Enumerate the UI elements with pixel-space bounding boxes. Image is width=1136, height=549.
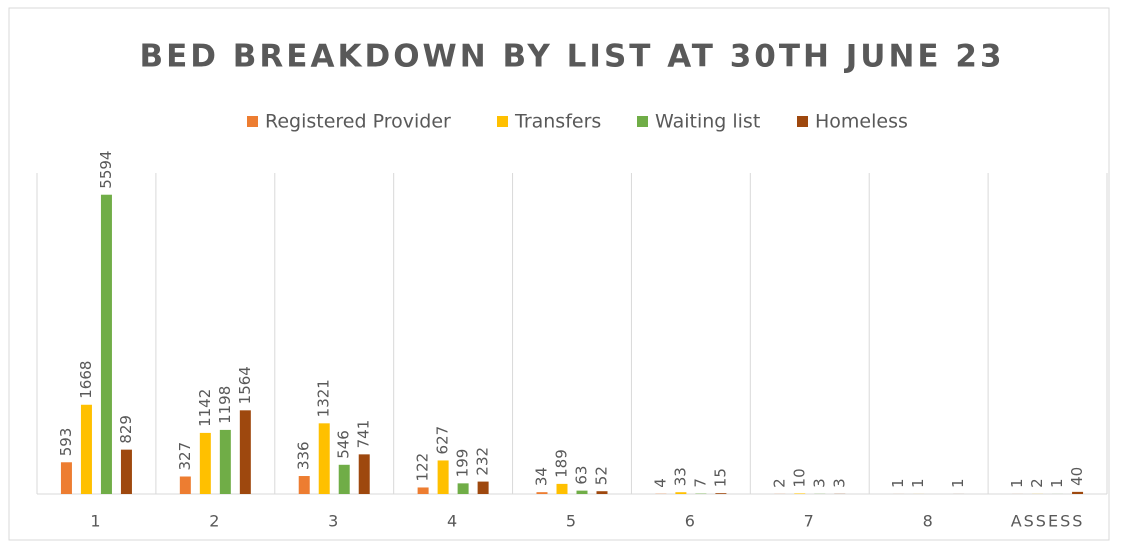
data-label: 593 (57, 428, 75, 457)
data-label: 1 (949, 478, 967, 488)
legend-swatch (497, 116, 508, 127)
data-label: 63 (573, 466, 591, 485)
legend-label: Transfers (514, 111, 601, 133)
data-label: 7 (691, 478, 709, 488)
bar (199, 432, 211, 494)
data-label: 1 (1048, 478, 1066, 488)
chart-title: BED BREAKDOWN BY LIST AT 30TH JUNE 23 (139, 39, 1004, 75)
legend-swatch (637, 116, 648, 127)
bar (437, 460, 449, 494)
data-label: 3 (830, 478, 848, 488)
bar (417, 487, 429, 494)
data-label: 189 (553, 449, 571, 478)
bar (556, 483, 568, 494)
bar (239, 410, 251, 494)
legend-swatch (247, 116, 258, 127)
data-label: 34 (533, 467, 551, 486)
data-label: 40 (1068, 467, 1086, 486)
data-label: 232 (474, 447, 492, 476)
data-label: 1668 (77, 361, 95, 399)
bar (457, 483, 469, 494)
data-label: 4 (651, 478, 669, 488)
data-label: 199 (454, 449, 472, 478)
data-label: 33 (671, 467, 689, 486)
bar (715, 493, 727, 494)
data-label: 1142 (196, 389, 214, 427)
bar (596, 491, 608, 494)
data-label: 1321 (315, 379, 333, 417)
x-tick-label: 1 (90, 512, 102, 531)
legend-label: Waiting list (655, 111, 760, 133)
bar (80, 404, 92, 494)
bar (675, 492, 687, 494)
data-label: 1564 (236, 366, 254, 404)
data-label: 2 (1028, 478, 1046, 488)
x-tick-label: 8 (923, 512, 935, 531)
bar (179, 476, 191, 494)
x-tick-label: 2 (209, 512, 221, 531)
bar (338, 464, 350, 494)
bar (358, 454, 370, 494)
bar (100, 194, 112, 494)
data-label: 5594 (97, 151, 115, 189)
data-label: 829 (117, 415, 135, 444)
data-label: 3 (810, 478, 828, 488)
x-tick-label: 7 (804, 512, 816, 531)
data-label: 741 (355, 420, 373, 449)
bar (536, 492, 548, 494)
chart-frame (8, 7, 1110, 541)
bar (120, 449, 132, 494)
x-tick-label: 3 (328, 512, 340, 531)
bar (318, 423, 330, 494)
data-label: 627 (434, 426, 452, 455)
x-tick-label: 5 (566, 512, 578, 531)
bar (60, 462, 72, 494)
data-label: 122 (414, 453, 432, 482)
x-tick-label: 6 (685, 512, 697, 531)
data-label: 10 (790, 468, 808, 487)
data-label: 546 (335, 430, 353, 459)
data-label: 1198 (216, 386, 234, 424)
data-label: 327 (176, 442, 194, 471)
bar (1072, 491, 1084, 494)
bar (298, 476, 310, 494)
data-label: 2 (770, 478, 788, 488)
data-label: 15 (711, 468, 729, 487)
bar (794, 493, 806, 494)
data-label: 336 (295, 441, 313, 470)
legend-label: Homeless (815, 111, 908, 133)
x-tick-label: 4 (447, 512, 459, 531)
bar (477, 481, 489, 494)
data-label: 1 (909, 478, 927, 488)
x-tick-label: ASSESS (1011, 512, 1085, 531)
bar (576, 490, 588, 494)
legend-label: Registered Provider (265, 111, 451, 133)
data-label: 1 (1008, 478, 1026, 488)
legend-swatch (797, 116, 808, 127)
data-label: 1 (889, 478, 907, 488)
data-label: 52 (593, 466, 611, 485)
bar (219, 429, 231, 494)
